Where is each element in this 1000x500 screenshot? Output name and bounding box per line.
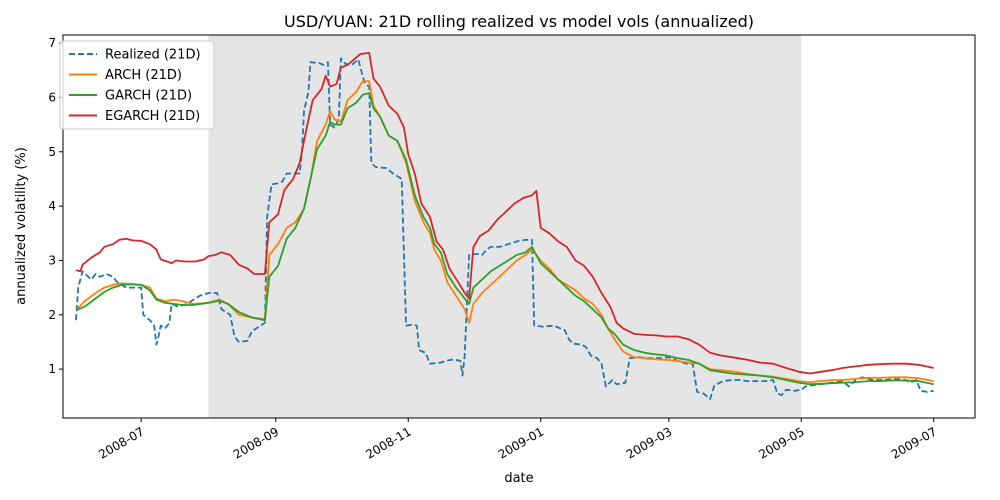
series-layer <box>75 52 934 400</box>
legend-box <box>59 40 215 130</box>
series-line-3 <box>75 52 934 375</box>
legend-label: EGARCH (21D) <box>105 109 200 124</box>
shaded-region <box>208 35 802 418</box>
plot-area <box>62 34 976 419</box>
series-line-2 <box>75 92 934 386</box>
y-tick-label: 3 <box>48 253 56 267</box>
legend-label: GARCH (21D) <box>105 89 192 104</box>
y-tick-label: 2 <box>48 308 56 322</box>
y-tick-label: 6 <box>48 90 56 104</box>
y-axis-title: annualized volatility (%) <box>14 147 29 305</box>
legend: Realized (21D) ARCH (21D) GARCH (21D) EGARC… <box>59 40 215 130</box>
y-tick-label: 4 <box>48 199 56 213</box>
legend-label: ARCH (21D) <box>105 68 182 83</box>
plot-frame <box>62 34 976 419</box>
series-line-0 <box>75 57 934 400</box>
chart-title: USD/YUAN: 21D rolling realized vs model … <box>284 12 754 31</box>
y-axis: 1 2 3 4 5 6 7 <box>48 36 63 376</box>
legend-label: Realized (21D) <box>105 48 201 63</box>
y-tick-label: 1 <box>48 362 56 376</box>
y-tick-label: 7 <box>48 36 56 50</box>
x-axis-title: date <box>504 471 533 486</box>
y-tick-label: 5 <box>48 145 56 159</box>
